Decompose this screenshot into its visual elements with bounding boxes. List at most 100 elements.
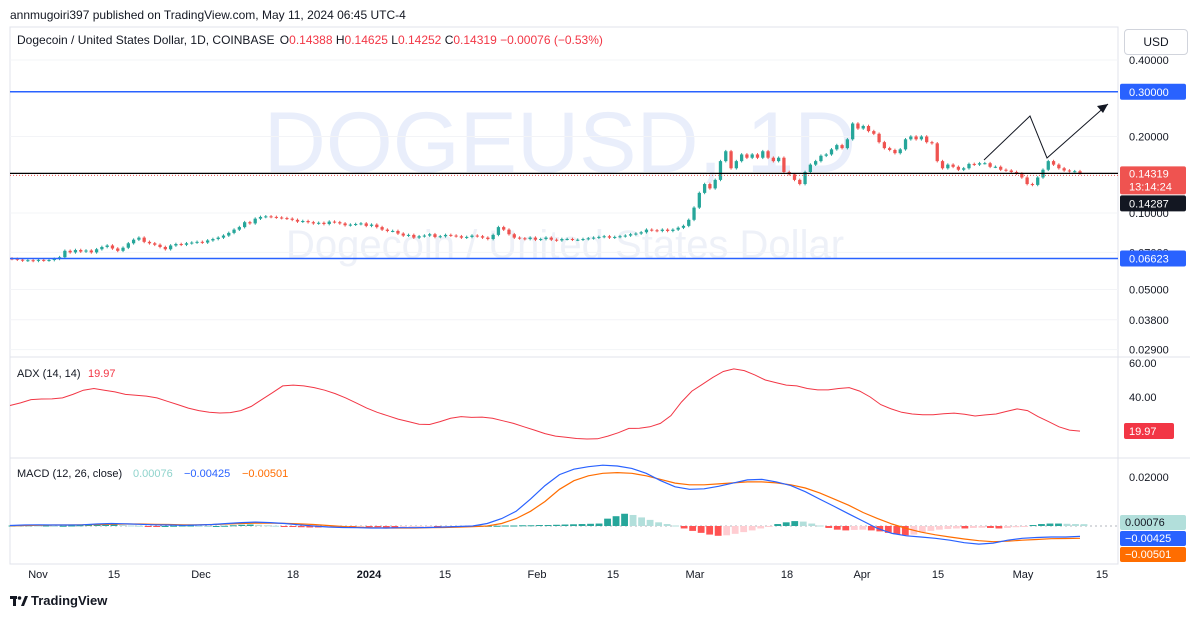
candle-body <box>877 133 881 143</box>
candle <box>782 156 786 174</box>
candle <box>750 153 754 160</box>
candle <box>692 206 696 222</box>
candle <box>380 225 384 231</box>
macd-histogram-bar <box>901 526 909 536</box>
last-price-label: 0.14319 <box>1129 168 1169 180</box>
macd-histogram-bar <box>229 525 237 527</box>
candle <box>195 240 199 244</box>
candle <box>613 235 617 239</box>
currency-button[interactable]: USD <box>1124 29 1188 55</box>
candle <box>919 135 924 141</box>
macd-histogram-bar <box>714 526 722 536</box>
candle-body <box>565 239 569 241</box>
candle-body <box>576 239 580 241</box>
candle <box>385 228 390 233</box>
macd-histogram-bar <box>102 524 109 526</box>
candle <box>174 242 178 247</box>
candle-body <box>766 151 770 158</box>
candle-body <box>882 142 887 149</box>
symbol-title[interactable]: Dogecoin / United States Dollar, 1D, COI… <box>17 33 275 47</box>
candle-body <box>242 222 247 228</box>
candle <box>242 220 247 229</box>
candle-body <box>930 142 934 144</box>
adx-tick-label: 40.00 <box>1129 392 1157 404</box>
candle-body <box>845 139 850 149</box>
macd-histogram-bar <box>570 524 577 526</box>
macd-histogram-bar <box>774 524 782 526</box>
candle-body <box>163 246 167 250</box>
candle <box>375 223 379 229</box>
candle-body <box>391 230 395 232</box>
candle-body <box>449 234 453 236</box>
candle-body <box>814 161 818 165</box>
candle <box>179 242 183 247</box>
candle-body <box>660 229 664 231</box>
candle-body <box>396 230 400 234</box>
macd-histogram-bar <box>34 525 41 527</box>
candle-body <box>317 222 321 224</box>
candle <box>354 222 358 226</box>
tradingview-wordmark: TradingView <box>31 593 108 608</box>
macd-histogram-bar <box>672 525 680 527</box>
candle <box>824 153 828 158</box>
candle <box>184 241 189 247</box>
candle-body <box>205 240 210 243</box>
macd-histogram-bar <box>978 526 986 528</box>
candle <box>253 217 257 225</box>
trend-projection-line <box>983 103 1109 161</box>
candle <box>724 149 728 163</box>
candle-body <box>168 245 173 250</box>
macd-histogram-bar <box>808 523 816 526</box>
macd-histogram-bar <box>204 526 212 527</box>
candle <box>327 220 331 226</box>
candle <box>851 122 855 141</box>
candle <box>417 234 421 239</box>
candle-body <box>650 229 654 231</box>
candle-body <box>137 237 141 240</box>
candle-body <box>528 237 532 240</box>
countdown-label: 13:14:24 <box>1129 181 1172 193</box>
candle-body <box>470 235 474 237</box>
candle-body <box>465 236 469 238</box>
macd-histogram-bar <box>791 521 799 526</box>
candle-body <box>888 148 892 150</box>
candle-body <box>607 236 612 238</box>
macd-histogram-bar <box>782 522 790 526</box>
candle <box>1025 176 1029 186</box>
macd-histogram-bar <box>765 526 773 527</box>
candle-body <box>502 227 506 230</box>
candle-body <box>1036 177 1040 185</box>
price-tick-label: 0.02900 <box>1129 345 1169 357</box>
candle <box>443 233 448 238</box>
candle <box>597 235 601 239</box>
candle-body <box>628 234 633 236</box>
candle-body <box>486 237 490 240</box>
candle <box>576 238 580 242</box>
candle <box>761 149 765 160</box>
candle <box>153 241 157 247</box>
candle-body <box>824 154 828 156</box>
candle <box>142 236 146 244</box>
candle-body <box>702 184 707 193</box>
candle <box>147 240 152 245</box>
adx-line <box>9 368 1081 440</box>
candle <box>570 237 575 242</box>
macd-histogram-bar <box>238 524 246 526</box>
macd-histogram-bar <box>425 526 433 527</box>
adx-tick-label: 60.00 <box>1129 358 1157 370</box>
candle-body <box>264 216 268 218</box>
candle-body <box>755 154 760 158</box>
candle <box>665 228 670 233</box>
candle-body <box>443 234 448 237</box>
candle <box>190 241 194 245</box>
candle-body <box>290 218 294 220</box>
candle-body <box>36 259 41 261</box>
candle <box>607 234 612 239</box>
candle-body <box>623 235 627 237</box>
candle <box>322 221 326 226</box>
macd-signal-tag <box>1120 547 1186 562</box>
candle <box>359 222 363 226</box>
macd-histogram-bar <box>221 525 229 527</box>
candle-body <box>438 236 442 238</box>
